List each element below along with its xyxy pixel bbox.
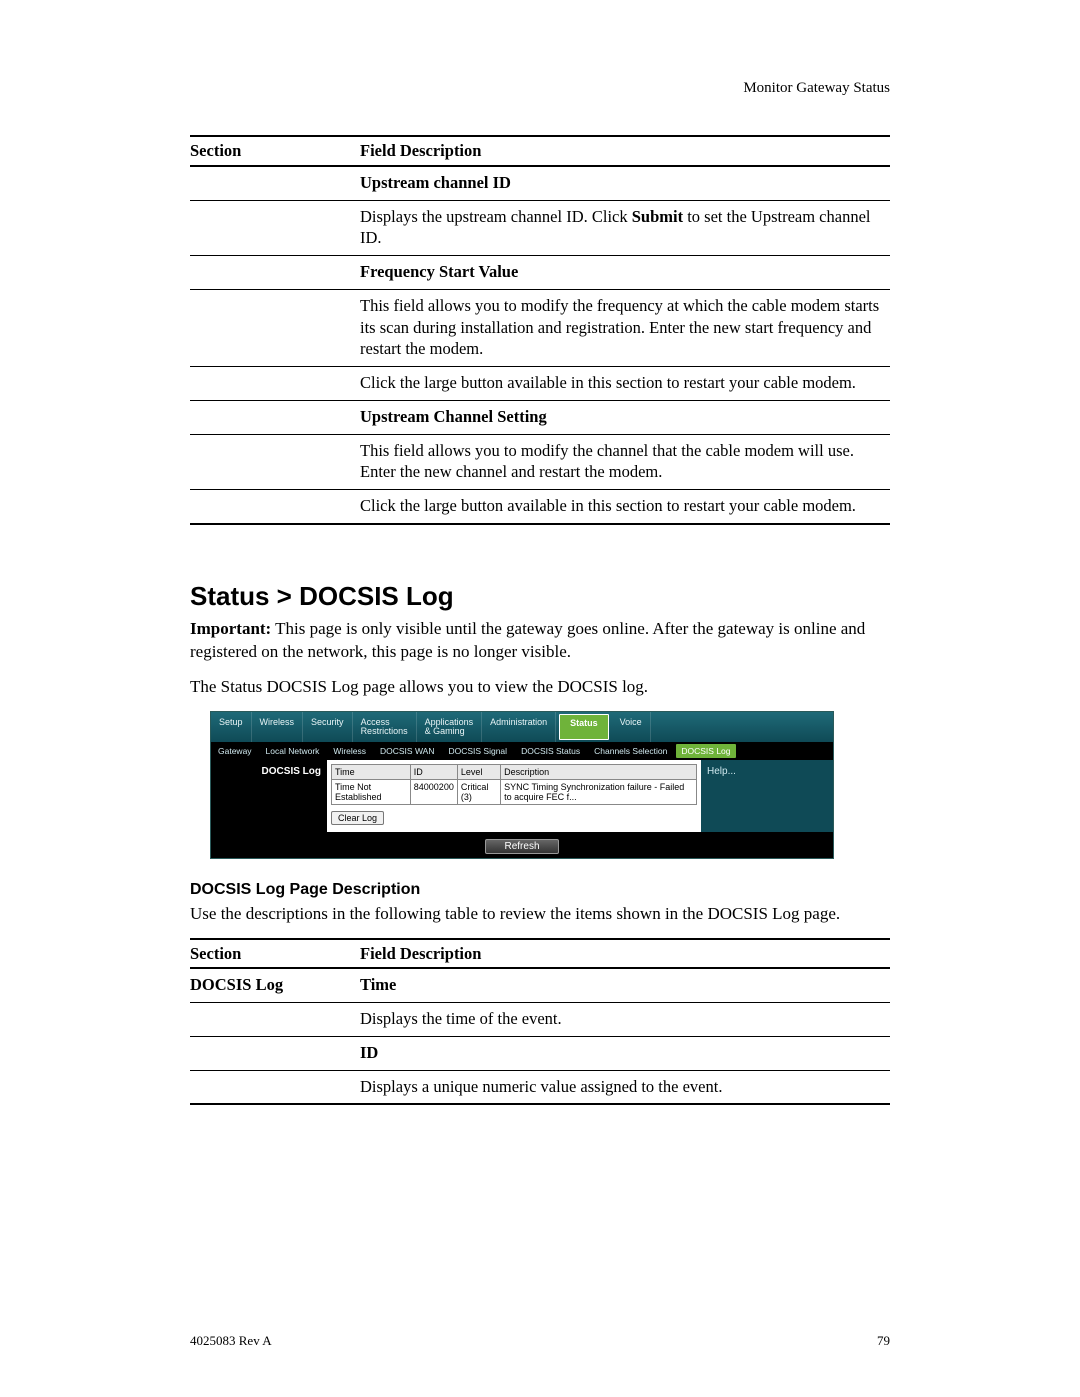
t2-head-field: Field Description bbox=[360, 939, 890, 969]
t1-head-section: Section bbox=[190, 136, 360, 166]
router-top-tab[interactable]: Setup bbox=[211, 712, 252, 742]
router-sub-tab[interactable]: DOCSIS WAN bbox=[375, 744, 439, 758]
router-sub-tabs: Gateway Local NetworkWireless DOCSIS WAN DO… bbox=[211, 742, 833, 760]
t1-section-cell bbox=[190, 490, 360, 524]
router-top-tab[interactable]: Administration bbox=[482, 712, 556, 742]
footer-right: 79 bbox=[877, 1333, 890, 1349]
router-sub-tab[interactable]: DOCSIS Signal bbox=[443, 744, 512, 758]
log-time: Time Not Established bbox=[332, 779, 411, 804]
important-paragraph: Important: This page is only visible unt… bbox=[190, 618, 890, 664]
t1-section-cell bbox=[190, 166, 360, 200]
log-h-time: Time bbox=[332, 764, 411, 779]
t1-field-cell: Displays the upstream channel ID. Click … bbox=[360, 200, 890, 256]
router-sub-tab[interactable]: DOCSIS Log bbox=[676, 744, 735, 758]
log-h-level: Level bbox=[457, 764, 500, 779]
subsection-heading: DOCSIS Log Page Description bbox=[190, 881, 890, 899]
router-sub-tab[interactable]: Gateway bbox=[213, 744, 257, 758]
intro-paragraph: The Status DOCSIS Log page allows you to… bbox=[190, 676, 890, 699]
t1-head-field: Field Description bbox=[360, 136, 890, 166]
router-top-tabs: SetupWirelessSecurityAccessRestrictionsA… bbox=[211, 712, 833, 742]
router-side-label: DOCSIS Log bbox=[211, 760, 327, 832]
router-refresh-bar: Refresh bbox=[211, 832, 833, 858]
router-top-tab[interactable]: Security bbox=[303, 712, 353, 742]
t1-field-cell: This field allows you to modify the freq… bbox=[360, 289, 890, 366]
t2-field-cell: Displays a unique numeric value assigned… bbox=[360, 1070, 890, 1104]
t1-field-cell: Click the large button available in this… bbox=[360, 367, 890, 401]
t1-field-cell: Frequency Start Value bbox=[360, 256, 890, 290]
t2-section-cell: DOCSIS Log bbox=[190, 968, 360, 1002]
field-description-table-2: Section Field Description DOCSIS LogTime… bbox=[190, 938, 890, 1106]
section-heading: Status > DOCSIS Log bbox=[190, 581, 890, 612]
router-top-tab[interactable]: Wireless bbox=[252, 712, 304, 742]
router-main-panel: Time ID Level Description Time Not Estab… bbox=[327, 760, 701, 832]
log-desc: SYNC Timing Synchronization failure - Fa… bbox=[501, 779, 697, 804]
running-head: Monitor Gateway Status bbox=[190, 80, 890, 97]
t2-section-cell bbox=[190, 1036, 360, 1070]
log-h-id: ID bbox=[410, 764, 457, 779]
docsis-log-table: Time ID Level Description Time Not Estab… bbox=[331, 764, 697, 805]
t1-section-cell bbox=[190, 289, 360, 366]
t1-section-cell bbox=[190, 400, 360, 434]
router-sub-tab[interactable]: Local Network bbox=[261, 744, 325, 758]
subsection-paragraph: Use the descriptions in the following ta… bbox=[190, 903, 890, 926]
t2-head-section: Section bbox=[190, 939, 360, 969]
t1-section-cell bbox=[190, 367, 360, 401]
router-help-label[interactable]: Help... bbox=[701, 760, 833, 832]
clear-log-button[interactable]: Clear Log bbox=[331, 811, 384, 825]
t2-section-cell bbox=[190, 1003, 360, 1037]
t1-field-cell: Click the large button available in this… bbox=[360, 490, 890, 524]
router-sub-tab[interactable]: Channels Selection bbox=[589, 744, 672, 758]
t1-section-cell bbox=[190, 256, 360, 290]
log-h-desc: Description bbox=[501, 764, 697, 779]
router-ui-screenshot: SetupWirelessSecurityAccessRestrictionsA… bbox=[210, 711, 834, 859]
t1-field-cell: Upstream channel ID bbox=[360, 166, 890, 200]
t1-section-cell bbox=[190, 434, 360, 490]
router-top-tab[interactable]: Applications& Gaming bbox=[417, 712, 483, 742]
t1-section-cell bbox=[190, 200, 360, 256]
t2-field-cell: Time bbox=[360, 968, 890, 1002]
log-level: Critical (3) bbox=[457, 779, 500, 804]
t2-section-cell bbox=[190, 1070, 360, 1104]
router-sub-tab[interactable]: Wireless bbox=[328, 744, 371, 758]
router-top-tab[interactable]: Voice bbox=[612, 712, 651, 742]
t2-field-cell: Displays the time of the event. bbox=[360, 1003, 890, 1037]
refresh-button[interactable]: Refresh bbox=[485, 839, 558, 854]
log-id: 84000200 bbox=[410, 779, 457, 804]
router-top-tab[interactable]: Status bbox=[559, 714, 609, 740]
router-sub-tab[interactable]: DOCSIS Status bbox=[516, 744, 585, 758]
t1-field-cell: This field allows you to modify the chan… bbox=[360, 434, 890, 490]
field-description-table-1: Section Field Description Upstream chann… bbox=[190, 135, 890, 525]
t2-field-cell: ID bbox=[360, 1036, 890, 1070]
router-top-tab[interactable]: AccessRestrictions bbox=[353, 712, 417, 742]
page-footer: 4025083 Rev A 79 bbox=[190, 1333, 890, 1349]
t1-field-cell: Upstream Channel Setting bbox=[360, 400, 890, 434]
footer-left: 4025083 Rev A bbox=[190, 1333, 272, 1349]
